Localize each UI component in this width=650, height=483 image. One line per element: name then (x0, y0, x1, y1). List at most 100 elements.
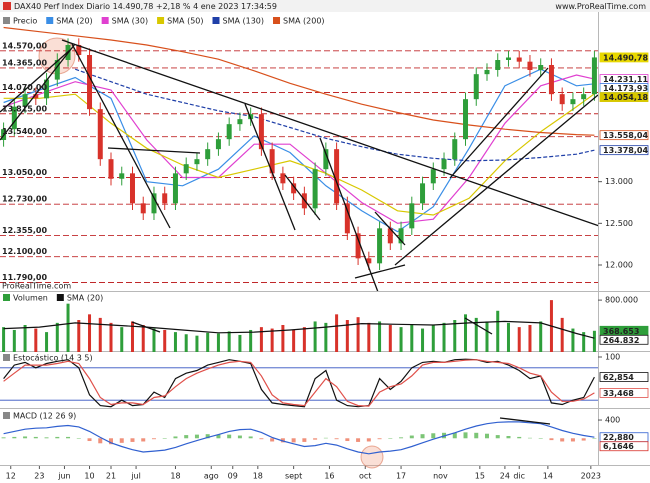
candle-body (505, 57, 511, 60)
trend-line (319, 137, 379, 291)
macd-histogram-bar (484, 433, 489, 439)
value-box (599, 52, 649, 63)
value-label: 14.173,93 (603, 84, 648, 93)
candle-body (129, 173, 135, 204)
candle-body (22, 94, 28, 107)
x-tick-label: nov (433, 472, 448, 481)
candle-body (420, 183, 426, 204)
volume-bar (55, 322, 59, 352)
legend-swatch (3, 412, 10, 419)
x-tick-label: jul (130, 472, 141, 481)
x-tick-label: dic (513, 472, 525, 481)
volume-bar (517, 327, 521, 352)
macd-histogram-bar (280, 438, 285, 443)
macd-histogram-bar (313, 438, 318, 440)
trend-line (0, 43, 76, 141)
candle-body (119, 173, 125, 179)
macd-histogram-bar (356, 438, 361, 442)
macd-histogram-bar (474, 432, 479, 439)
candle-body (97, 109, 103, 160)
legend-swatch (3, 294, 10, 301)
level-label: 12.355,00 (2, 226, 47, 235)
macd-histogram-bar (538, 438, 543, 439)
watermark: ProRealTime.com (2, 282, 71, 291)
value-label: 14.490,78 (603, 53, 648, 62)
candle-body (484, 70, 490, 75)
volume-bar (34, 328, 38, 352)
volume-bar (592, 330, 596, 352)
y-tick-label: 100 (605, 353, 620, 362)
volume-bar (184, 334, 188, 352)
volume-bar (141, 325, 145, 352)
candle-body (237, 119, 243, 125)
x-tick-label: sept (285, 472, 302, 481)
level-label: 14.570,00 (2, 41, 47, 50)
value-box (599, 388, 649, 398)
macd-line (3, 421, 595, 455)
macd-histogram-bar (205, 434, 210, 439)
oscillator-line (3, 358, 595, 408)
legend-label: Estocástico (14 3 5) (13, 354, 93, 363)
candle-body (452, 139, 458, 160)
volume-bar (120, 327, 124, 352)
level-label: 14.365,00 (2, 58, 47, 67)
macd-histogram-bar (323, 437, 328, 439)
candle-body (151, 193, 157, 214)
candle-body (591, 57, 597, 95)
volume-bar (109, 322, 113, 352)
trend-line (464, 317, 493, 335)
macd-histogram-bar (184, 435, 189, 439)
macd-histogram-bar (581, 438, 586, 441)
volume-bar (2, 327, 6, 352)
candle-body (108, 159, 114, 179)
macd-histogram-bar (291, 438, 296, 443)
trend-lines (0, 39, 598, 291)
trend-line (0, 49, 71, 113)
x-tick-label: jun (57, 472, 70, 481)
value-label: 62,854 (603, 373, 634, 382)
volume-sma (3, 320, 595, 339)
macd-histogram-bar (259, 438, 264, 440)
candle-body (33, 94, 39, 99)
macd-histogram-bar (420, 434, 425, 439)
legend-swatch (56, 294, 64, 301)
x-tick-label: 2023 (581, 472, 601, 481)
macd-histogram-bar (452, 432, 457, 439)
x-tick-label: 16 (324, 472, 334, 481)
volume-bar (421, 328, 425, 352)
x-tick-label: 09 (228, 472, 238, 481)
macd-histogram-bar (302, 438, 307, 442)
macd-histogram-bar (1, 437, 6, 439)
sma-line (3, 93, 595, 216)
value-box (599, 130, 649, 141)
volume-bar (206, 332, 210, 352)
volume-bar (528, 325, 532, 352)
legend-label: MACD (12 26 9) (13, 412, 76, 421)
macd-histogram-bar (55, 436, 60, 439)
value-label: 264.832 (603, 336, 639, 345)
trend-line (284, 174, 321, 221)
volume-bar (474, 317, 478, 352)
trend-line (374, 211, 406, 246)
level-label: 11.790,00 (2, 273, 47, 282)
macd-histogram-bar (173, 436, 178, 439)
y-tick-label: 800.000 (605, 296, 638, 305)
candle-body (527, 61, 533, 70)
candle-body (323, 149, 329, 170)
x-tick-label: 21 (106, 472, 116, 481)
legend-label: SMA (130) (223, 17, 265, 26)
legend-label: SMA (200) (283, 17, 325, 26)
volume-bar (560, 317, 564, 352)
level-label: 13.050,00 (2, 168, 47, 177)
value-box (599, 441, 649, 452)
macd-histogram-bar (549, 438, 554, 441)
volume-bar (582, 332, 586, 352)
legend-swatch (3, 17, 10, 24)
volume-bar (506, 322, 510, 352)
macd-histogram-bar (248, 436, 253, 439)
value-box (599, 145, 649, 156)
value-label: 368.653 (603, 327, 639, 336)
macd-histogram-bar (33, 436, 38, 439)
candle-body (377, 228, 383, 264)
